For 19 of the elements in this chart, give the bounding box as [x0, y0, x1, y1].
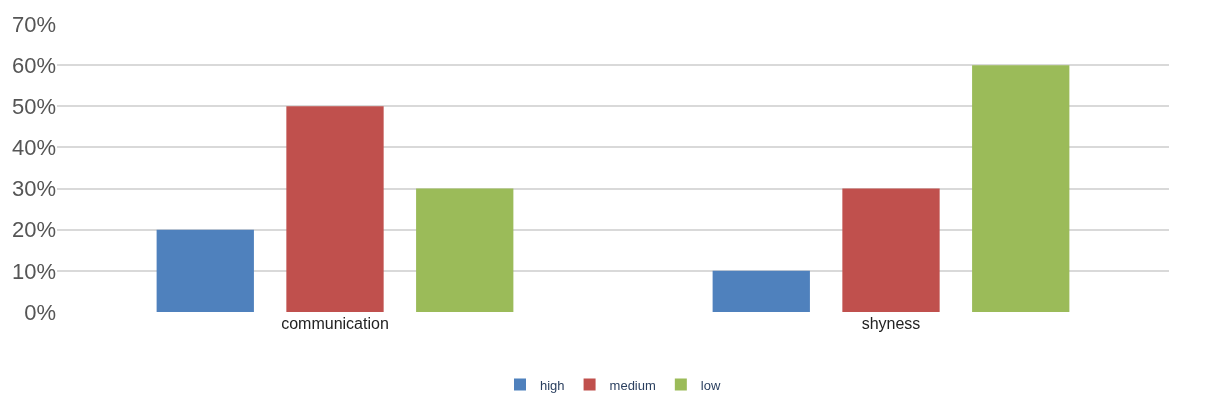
y-tick-label: 70%: [11, 11, 56, 37]
x-tick-label: shyness: [861, 315, 921, 332]
x-tick-label: communication: [281, 315, 389, 332]
legend-label: low: [700, 377, 721, 393]
y-tick-label: 50%: [11, 93, 56, 119]
bar: [712, 270, 810, 312]
y-tick-label: 60%: [11, 52, 56, 78]
y-tick-label: 20%: [11, 217, 56, 243]
legend-label: medium: [609, 377, 656, 393]
bar: [286, 106, 384, 312]
bar: [156, 229, 254, 312]
y-tick-label: 0%: [24, 299, 56, 325]
bar: [972, 65, 1070, 312]
y-tick-label: 30%: [11, 176, 56, 202]
legend-label: high: [540, 377, 565, 393]
bar: [416, 188, 514, 312]
y-tick-label: 10%: [11, 258, 56, 284]
y-tick-label: 40%: [11, 135, 56, 161]
bar: [842, 188, 940, 312]
